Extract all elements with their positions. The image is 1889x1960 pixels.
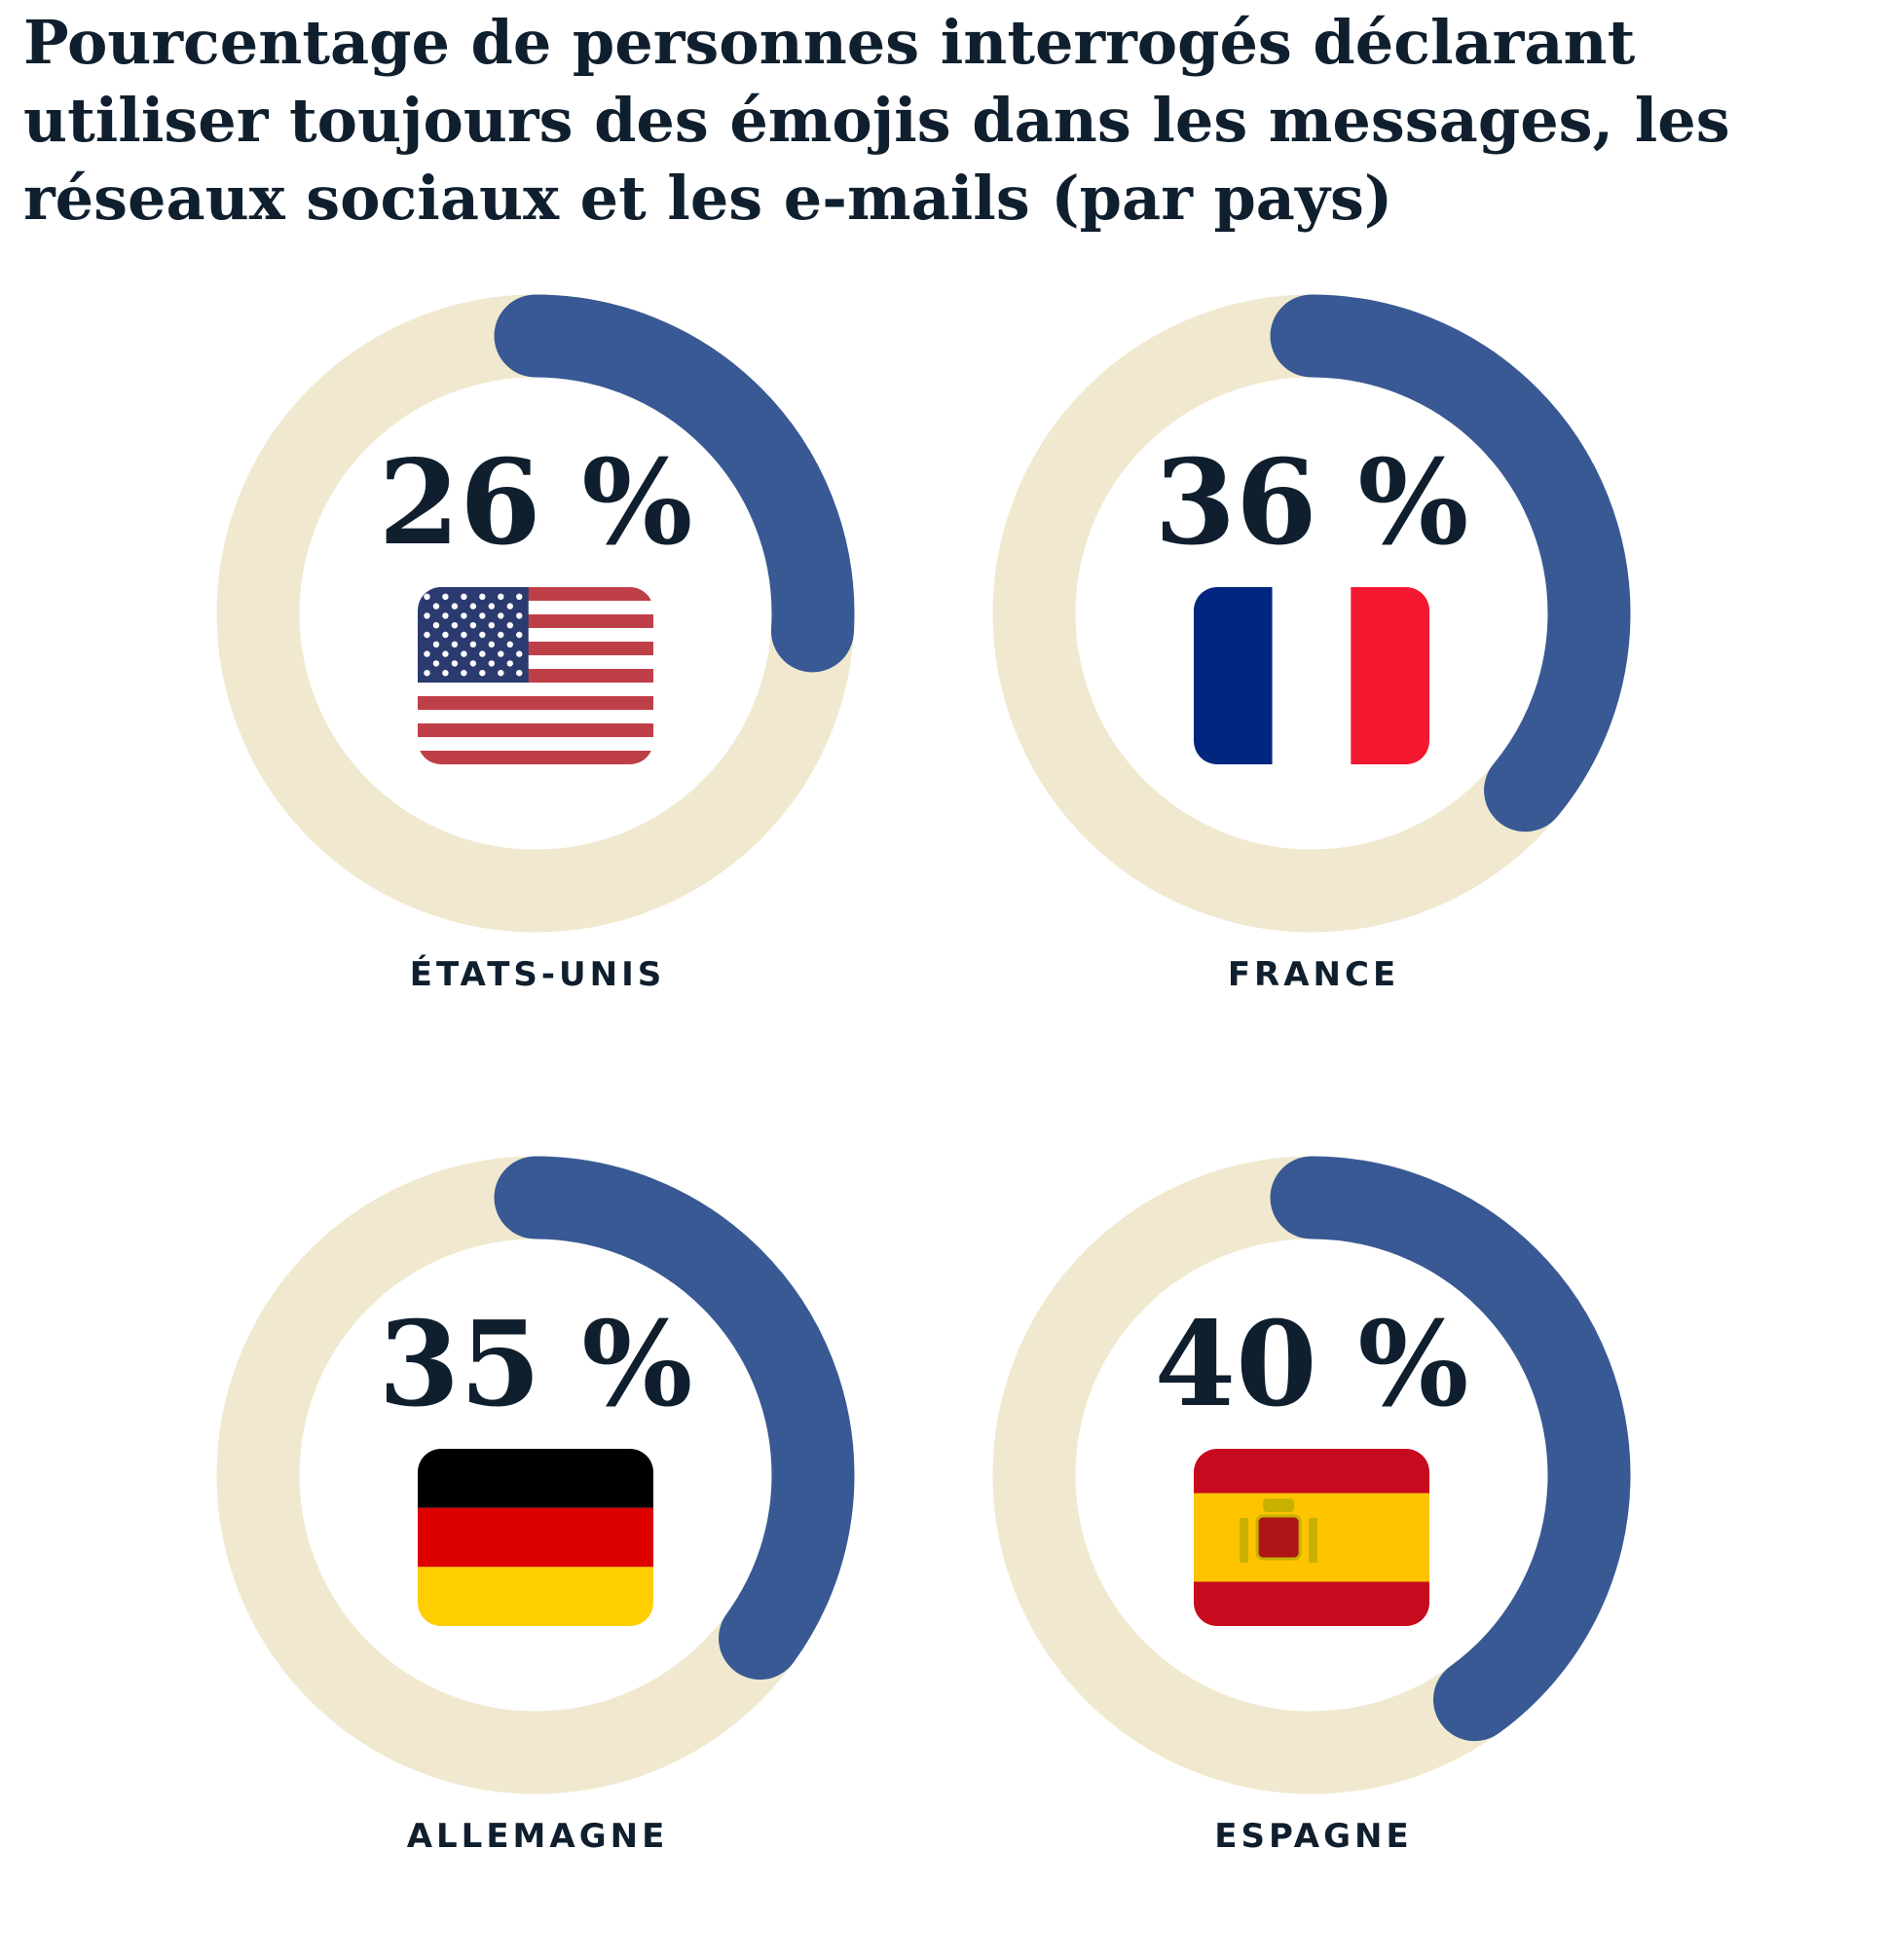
- donut-1: 26 % ÉTATS-UNIS: [216, 294, 855, 994]
- flag-france-icon: [1194, 587, 1429, 764]
- value-label: 36 %: [1155, 434, 1469, 572]
- flag-germany-icon: [418, 1449, 653, 1626]
- donut-value-arc: [216, 1156, 855, 1794]
- value-label: 40 %: [1155, 1296, 1469, 1433]
- chart-title: Pourcentage de personnes interrogés décl…: [23, 7, 1730, 234]
- flag-spain-icon: [1194, 1449, 1429, 1626]
- value-label: 26 %: [379, 434, 693, 572]
- country-label: FRANCE: [1228, 955, 1399, 994]
- country-label: ÉTATS-UNIS: [410, 954, 665, 994]
- country-label: ALLEMAGNE: [407, 1817, 669, 1856]
- flag-us-icon: [418, 587, 653, 764]
- donut-value-arc: [992, 294, 1631, 933]
- donut-2: 36 % FRANCE: [992, 294, 1631, 994]
- country-label: ESPAGNE: [1214, 1817, 1412, 1856]
- value-label: 35 %: [379, 1296, 693, 1433]
- donut-3: 35 % ALLEMAGNE: [216, 1156, 855, 1856]
- donut-4: 40 % ESPAGNE: [992, 1156, 1631, 1856]
- donut-value-arc: [216, 294, 855, 933]
- donut-value-arc: [992, 1156, 1631, 1794]
